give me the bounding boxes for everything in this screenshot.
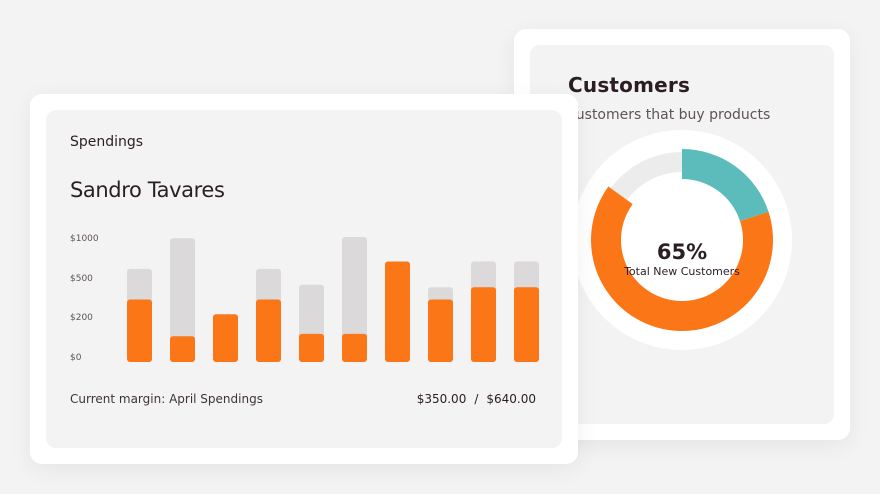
customers-title: Customers (568, 73, 691, 97)
customers-card: Customers Customers that buy products 65… (514, 29, 850, 440)
bar-foreground (213, 314, 238, 362)
current-margin-label: Current margin: April Spendings (70, 392, 263, 406)
bar-foreground (385, 261, 410, 362)
donut-value: 65% (656, 240, 708, 264)
y-tick-label: $200 (70, 313, 93, 323)
bar-foreground (299, 333, 324, 362)
bar-foreground (170, 336, 195, 362)
margin-separator: / (474, 392, 479, 406)
bar-foreground (428, 299, 453, 362)
bar-background (342, 237, 367, 362)
y-tick-label: $0 (70, 353, 82, 363)
margin-current-value: $350.00 (416, 392, 467, 406)
spendings-bar-chart: $1000 $500 $200 $0 (70, 234, 539, 363)
donut-label: Total New Customers (624, 265, 740, 278)
spendings-card: Spendings Sandro Tavares $1000 $500 $200 $0… (30, 94, 578, 464)
bar-foreground (514, 287, 539, 362)
margin-total-value: $640.00 (486, 392, 536, 406)
customers-card-body: Customers Customers that buy products 65… (530, 45, 834, 424)
y-tick-label: $500 (70, 274, 93, 284)
bar-background (170, 238, 195, 362)
spendings-owner-name: Sandro Tavares (70, 178, 225, 202)
donut-segment-teal (682, 149, 769, 222)
donut-segment-orange (591, 186, 773, 331)
bar-foreground (342, 333, 367, 362)
donut-chart (572, 130, 792, 350)
bar-foreground (127, 299, 152, 362)
y-axis: $1000 $500 $200 $0 (70, 234, 99, 363)
customers-subtitle: Customers that buy products (566, 107, 771, 123)
bars (127, 237, 539, 362)
spendings-card-body: Spendings Sandro Tavares $1000 $500 $200 $0… (46, 110, 562, 448)
spendings-heading: Spendings (70, 134, 144, 150)
y-tick-label: $1000 (70, 234, 99, 244)
bar-foreground (471, 287, 496, 362)
margin-values: $350.00 / $640.00 (417, 392, 536, 406)
bar-foreground (256, 299, 281, 362)
